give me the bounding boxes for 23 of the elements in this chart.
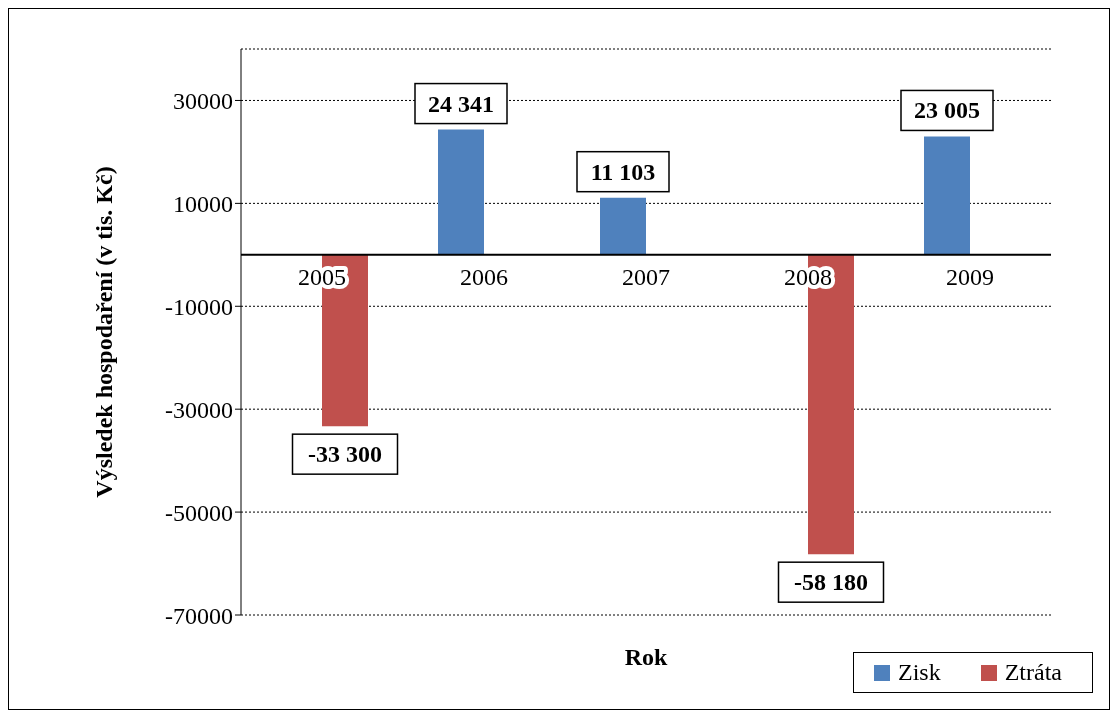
- y-axis-title: Výsledek hospodaření (v tis. Kč): [90, 166, 117, 498]
- x-axis-title: Rok: [624, 644, 668, 670]
- y-tick-label: -70000: [165, 602, 233, 629]
- data-label: 23 005: [914, 97, 980, 124]
- x-tick-label: 2006: [460, 263, 508, 290]
- bar: [924, 136, 970, 255]
- data-label: -58 180: [794, 569, 868, 596]
- bar: [600, 197, 646, 255]
- data-label: -33 300: [308, 441, 382, 468]
- y-tick-label: -10000: [165, 293, 233, 320]
- y-tick-label: 10000: [173, 190, 233, 217]
- legend-label: Ztráta: [1004, 659, 1062, 686]
- x-tick-label: 2005: [298, 263, 346, 290]
- y-tick-label: 30000: [173, 87, 233, 114]
- y-tick-label: -30000: [165, 396, 233, 423]
- data-label: 11 103: [590, 158, 656, 185]
- x-tick-label: 2008: [784, 263, 832, 290]
- bar: [438, 129, 484, 255]
- y-tick-label: -50000: [165, 499, 233, 526]
- x-tick-label: 2009: [946, 263, 994, 290]
- data-label: 24 341: [428, 90, 494, 117]
- legend-label: Zisk: [898, 659, 941, 686]
- x-tick-label: 2007: [622, 263, 670, 290]
